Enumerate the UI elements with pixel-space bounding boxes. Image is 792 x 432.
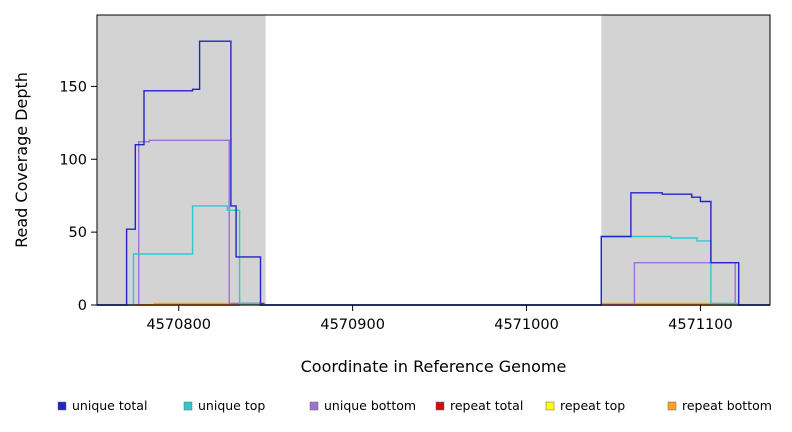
y-tick-label: 50 [69,225,87,241]
legend-label: unique top [198,398,265,413]
y-tick-label: 150 [59,79,87,95]
y-tick-label: 0 [78,298,87,314]
legend-item-unique-top: unique top [183,398,265,413]
series-line-unique-total [97,40,770,306]
legend-swatch [57,401,67,411]
y-tick-label: 100 [59,152,87,168]
shaded-region-2 [601,15,770,305]
legend-label: unique total [72,398,147,413]
legend-label: unique bottom [324,398,416,413]
legend-item-repeat-total: repeat total [435,398,523,413]
legend-item-unique-total: unique total [57,398,147,413]
legend-swatch [435,401,445,411]
legend-swatch [309,401,319,411]
legend-item-repeat-bottom: repeat bottom [667,398,772,413]
legend-swatch [667,401,677,411]
plot-border [96,14,771,306]
shaded-region-1 [97,15,266,305]
legend-swatch [183,401,193,411]
legend-label: repeat top [560,398,625,413]
x-tick-label: 4570800 [146,317,211,333]
legend-label: repeat bottom [682,398,772,413]
x-tick-label: 4571100 [668,317,733,333]
x-tick-label: 4571000 [494,317,559,333]
legend-item-repeat-top: repeat top [545,398,625,413]
x-tick-label: 4570900 [320,317,385,333]
y-axis-label: Read Coverage Depth [12,72,31,248]
legend-item-unique-bottom: unique bottom [309,398,416,413]
x-axis-label: Coordinate in Reference Genome [301,357,567,376]
legend-swatch [545,401,555,411]
legend-label: repeat total [450,398,523,413]
